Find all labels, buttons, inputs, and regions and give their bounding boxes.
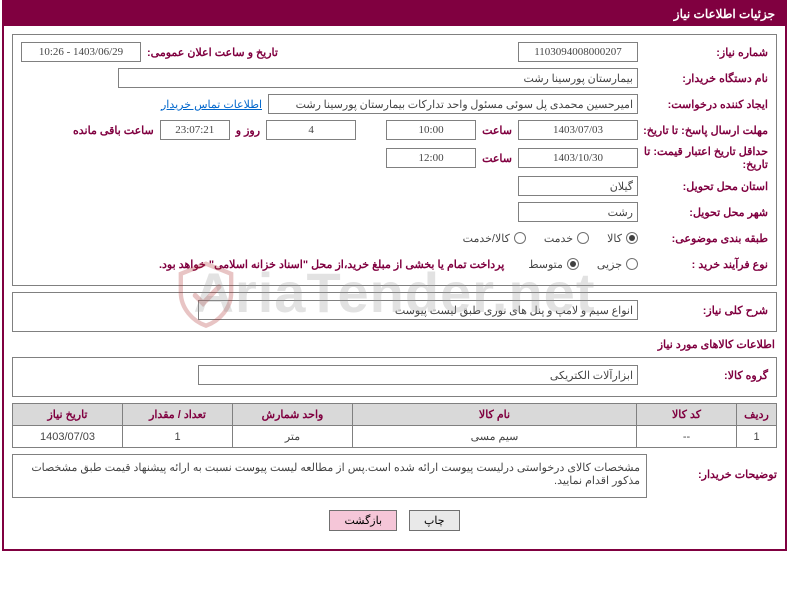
announce-datetime-value bbox=[21, 42, 141, 62]
th-unit: واحد شمارش bbox=[233, 404, 353, 426]
deadline-label: مهلت ارسال پاسخ: تا تاریخ: bbox=[638, 124, 768, 137]
radio-icon bbox=[626, 258, 638, 270]
table-row: 1 -- سیم مسی متر 1 1403/07/03 bbox=[13, 426, 777, 448]
main-fieldset: شماره نیاز: تاریخ و ساعت اعلان عمومی: نا… bbox=[12, 34, 777, 286]
cell-name: سیم مسی bbox=[353, 426, 637, 448]
buyer-org-label: نام دستگاه خریدار: bbox=[638, 72, 768, 85]
back-button[interactable]: بازگشت bbox=[329, 510, 397, 531]
need-number-value bbox=[518, 42, 638, 62]
button-bar: چاپ بازگشت bbox=[12, 502, 777, 541]
cell-rownum: 1 bbox=[737, 426, 777, 448]
th-qty: تعداد / مقدار bbox=[123, 404, 233, 426]
need-desc-value bbox=[198, 300, 638, 320]
deadline-time-label: ساعت bbox=[476, 124, 518, 137]
page-container: جزئیات اطلاعات نیاز شماره نیاز: تاریخ و … bbox=[2, 0, 787, 551]
validity-time bbox=[386, 148, 476, 168]
deadline-days bbox=[266, 120, 356, 140]
deadline-remaining-label: ساعت باقی مانده bbox=[67, 124, 160, 137]
radio-icon bbox=[577, 232, 589, 244]
radio-icon bbox=[626, 232, 638, 244]
validity-time-label: ساعت bbox=[476, 152, 518, 165]
radio-icon bbox=[567, 258, 579, 270]
page-title: جزئیات اطلاعات نیاز bbox=[4, 2, 785, 26]
th-rownum: ردیف bbox=[737, 404, 777, 426]
announce-datetime-label: تاریخ و ساعت اعلان عمومی: bbox=[141, 46, 284, 59]
category-option-2[interactable]: کالا/خدمت bbox=[463, 232, 526, 245]
requester-value bbox=[268, 94, 638, 114]
deadline-time bbox=[386, 120, 476, 140]
category-option-0[interactable]: کالا bbox=[607, 232, 638, 245]
buyer-notes-value: مشخصات کالای درخواستی درلیست پیوست ارائه… bbox=[12, 454, 647, 498]
cell-code: -- bbox=[637, 426, 737, 448]
buyer-org-value bbox=[118, 68, 638, 88]
need-desc-label: شرح کلی نیاز: bbox=[638, 304, 768, 317]
th-name: نام کالا bbox=[353, 404, 637, 426]
delivery-city-label: شهر محل تحویل: bbox=[638, 206, 768, 219]
cell-date: 1403/07/03 bbox=[13, 426, 123, 448]
goods-group-fieldset: گروه کالا: bbox=[12, 357, 777, 397]
th-date: تاریخ نیاز bbox=[13, 404, 123, 426]
print-button[interactable]: چاپ bbox=[409, 510, 460, 531]
deadline-days-label: روز و bbox=[230, 124, 266, 137]
goods-table: ردیف کد کالا نام کالا واحد شمارش تعداد /… bbox=[12, 403, 777, 448]
cell-qty: 1 bbox=[123, 426, 233, 448]
category-option-1[interactable]: خدمت bbox=[544, 232, 589, 245]
need-desc-fieldset: شرح کلی نیاز: bbox=[12, 292, 777, 332]
goods-group-label: گروه کالا: bbox=[638, 369, 768, 382]
process-type-radio-group: جزیی متوسط bbox=[514, 258, 638, 271]
process-option-1[interactable]: متوسط bbox=[528, 258, 579, 271]
radio-icon bbox=[514, 232, 526, 244]
need-number-label: شماره نیاز: bbox=[638, 46, 768, 59]
goods-group-value bbox=[198, 365, 638, 385]
requester-label: ایجاد کننده درخواست: bbox=[638, 98, 768, 111]
validity-date bbox=[518, 148, 638, 168]
th-code: کد کالا bbox=[637, 404, 737, 426]
category-radio-group: کالا خدمت کالا/خدمت bbox=[449, 232, 638, 245]
validity-label: حداقل تاریخ اعتبار قیمت: تا تاریخ: bbox=[638, 145, 768, 171]
goods-info-title: اطلاعات کالاهای مورد نیاز bbox=[14, 338, 775, 351]
process-type-note: پرداخت تمام یا بخشی از مبلغ خرید،از محل … bbox=[159, 258, 504, 271]
buyer-notes-label: توضیحات خریدار: bbox=[647, 454, 777, 481]
delivery-province-value bbox=[518, 176, 638, 196]
delivery-province-label: استان محل تحویل: bbox=[638, 180, 768, 193]
process-type-label: نوع فرآیند خرید : bbox=[638, 258, 768, 271]
deadline-countdown bbox=[160, 120, 230, 140]
category-label: طبقه بندی موضوعی: bbox=[638, 232, 768, 245]
process-option-0[interactable]: جزیی bbox=[597, 258, 638, 271]
deadline-date bbox=[518, 120, 638, 140]
delivery-city-value bbox=[518, 202, 638, 222]
cell-unit: متر bbox=[233, 426, 353, 448]
buyer-contact-link[interactable]: اطلاعات تماس خریدار bbox=[161, 98, 262, 111]
